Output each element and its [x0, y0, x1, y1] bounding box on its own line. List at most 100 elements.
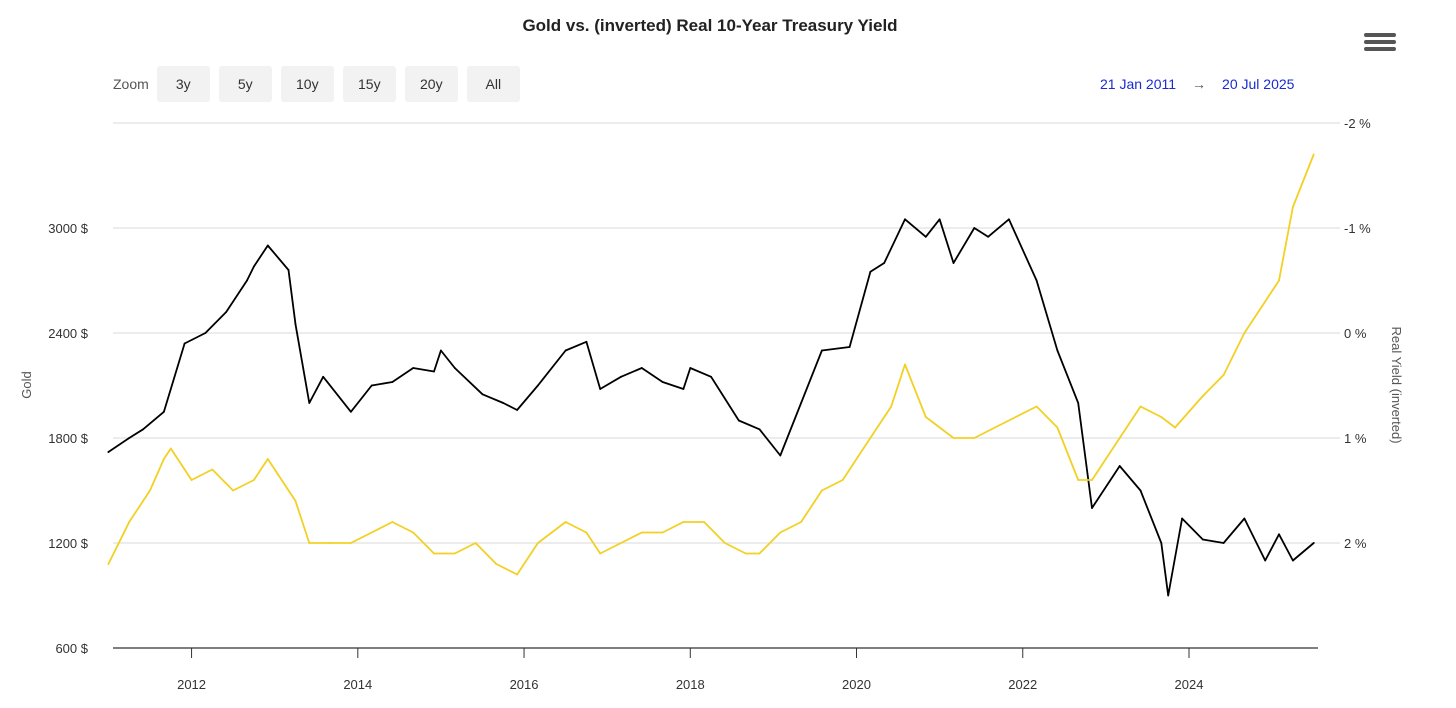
- zoom-15y-button[interactable]: 15y: [342, 66, 396, 102]
- gold-point: [412, 367, 415, 369]
- gold-point: [758, 428, 761, 431]
- real-yield-inverted-point: [779, 531, 782, 534]
- real-yield-inverted-point: [1292, 206, 1294, 208]
- zoom-bar: Zoom 3y 5y 10y 15y 20y All: [113, 66, 529, 102]
- real-yield-inverted-point: [599, 552, 602, 555]
- gold-point: [440, 349, 442, 352]
- real-yield-inverted-point: [294, 500, 297, 502]
- real-yield-inverted-point: [841, 479, 844, 481]
- zoom-10y-button[interactable]: 10y: [280, 66, 334, 102]
- hamburger-menu-icon[interactable]: [1362, 30, 1398, 60]
- right-tick-label: 2 %: [1344, 536, 1367, 551]
- gold-point: [987, 235, 989, 238]
- real-yield-inverted-point: [1278, 279, 1280, 282]
- real-yield-inverted-point: [350, 542, 352, 544]
- gold-point: [1222, 542, 1225, 544]
- gold-point: [779, 454, 782, 457]
- gold-point: [737, 419, 740, 422]
- zoom-all-button[interactable]: All: [466, 66, 520, 102]
- real-yield-inverted-point: [266, 458, 269, 460]
- real-yield-inverted-point: [516, 573, 518, 576]
- gold-point: [287, 269, 290, 271]
- x-tick-label: 2018: [676, 677, 705, 692]
- real-yield-inverted-point: [1118, 437, 1121, 439]
- real-yield-inverted-point: [876, 426, 879, 429]
- gold-point: [253, 265, 255, 268]
- left-axis-title: Gold: [19, 371, 34, 398]
- gold-point: [537, 384, 539, 387]
- right-tick-label: 1 %: [1344, 431, 1367, 446]
- real-yield-inverted-point: [391, 521, 394, 523]
- real-yield-inverted-point: [924, 416, 927, 418]
- real-yield-inverted-point: [703, 521, 705, 523]
- chart-title: Gold vs. (inverted) Real 10-Year Treasur…: [522, 16, 898, 35]
- real-yield-inverted-point: [620, 542, 622, 544]
- real-yield-inverted-point: [1312, 153, 1315, 156]
- zoom-label: Zoom: [113, 76, 149, 92]
- gold-point: [869, 270, 872, 273]
- real-yield-inverted-series-line: [107, 153, 1315, 576]
- gold-point: [128, 437, 131, 439]
- zoom-20y-button[interactable]: 20y: [404, 66, 458, 102]
- menu-bar-top: [1364, 33, 1396, 37]
- x-tick-label: 2012: [177, 677, 206, 692]
- real-yield-inverted-point: [211, 468, 214, 471]
- real-yield-inverted-point: [862, 447, 865, 450]
- gold-point: [800, 402, 802, 404]
- gold-point: [183, 342, 186, 345]
- gold-point: [682, 388, 685, 390]
- gold-point: [640, 367, 643, 369]
- left-tick-label: 1800 $: [48, 431, 89, 446]
- gold-point: [973, 227, 976, 229]
- gold-point: [433, 370, 435, 373]
- gold-point: [585, 340, 588, 343]
- real-yield-inverted-point: [585, 531, 588, 534]
- real-yield-inverted-point: [163, 458, 165, 460]
- real-yield-inverted-point: [474, 542, 477, 544]
- gold-point: [1278, 533, 1280, 536]
- x-tick-label: 2024: [1175, 677, 1204, 692]
- gold-point: [1201, 538, 1204, 541]
- real-yield-inverted-point: [994, 426, 996, 429]
- gold-point: [924, 235, 927, 238]
- gold-point: [502, 402, 505, 404]
- menu-bar-middle: [1364, 40, 1396, 44]
- real-yield-inverted-point: [744, 552, 747, 555]
- zoom-5y-button[interactable]: 5y: [218, 66, 272, 102]
- real-yield-inverted-point: [640, 531, 643, 534]
- gold-point: [1160, 542, 1163, 544]
- right-axis-title: Real Yield (inverted): [1389, 326, 1404, 443]
- gold-point: [1035, 279, 1038, 282]
- zoom-3y-button[interactable]: 3y: [156, 66, 210, 102]
- real-yield-inverted-point: [564, 521, 567, 523]
- real-yield-inverted-point: [1077, 479, 1080, 481]
- gold-point: [322, 375, 325, 378]
- gold-point: [1312, 542, 1315, 544]
- real-yield-inverted-point: [253, 479, 255, 481]
- real-yield-inverted-point: [537, 542, 539, 544]
- gold-point: [938, 218, 941, 221]
- real-yield-inverted-point: [412, 531, 415, 534]
- gold-point: [1243, 517, 1246, 520]
- real-yield-inverted-point: [1035, 405, 1038, 408]
- x-tick-label: 2020: [842, 677, 871, 692]
- real-yield-inverted-point: [724, 542, 726, 544]
- range-from-date[interactable]: 21 Jan 2011: [1100, 76, 1177, 92]
- real-yield-inverted-point: [329, 542, 331, 544]
- gold-point: [821, 349, 823, 352]
- real-yield-inverted-point: [190, 479, 193, 481]
- gold-point: [246, 279, 248, 282]
- real-yield-inverted-point: [973, 437, 976, 439]
- real-yield-inverted-point: [1139, 405, 1142, 408]
- gold-point: [481, 393, 484, 396]
- real-yield-inverted-point: [1160, 416, 1163, 418]
- gold-point: [1077, 402, 1080, 404]
- range-to-date[interactable]: 20 Jul 2025: [1222, 76, 1295, 92]
- real-yield-inverted-point: [232, 489, 235, 492]
- real-yield-inverted-point: [682, 521, 685, 523]
- gold-point: [1118, 465, 1121, 467]
- real-yield-inverted-point: [1174, 426, 1176, 429]
- gold-point: [952, 262, 955, 264]
- right-tick-label: -1 %: [1344, 221, 1371, 236]
